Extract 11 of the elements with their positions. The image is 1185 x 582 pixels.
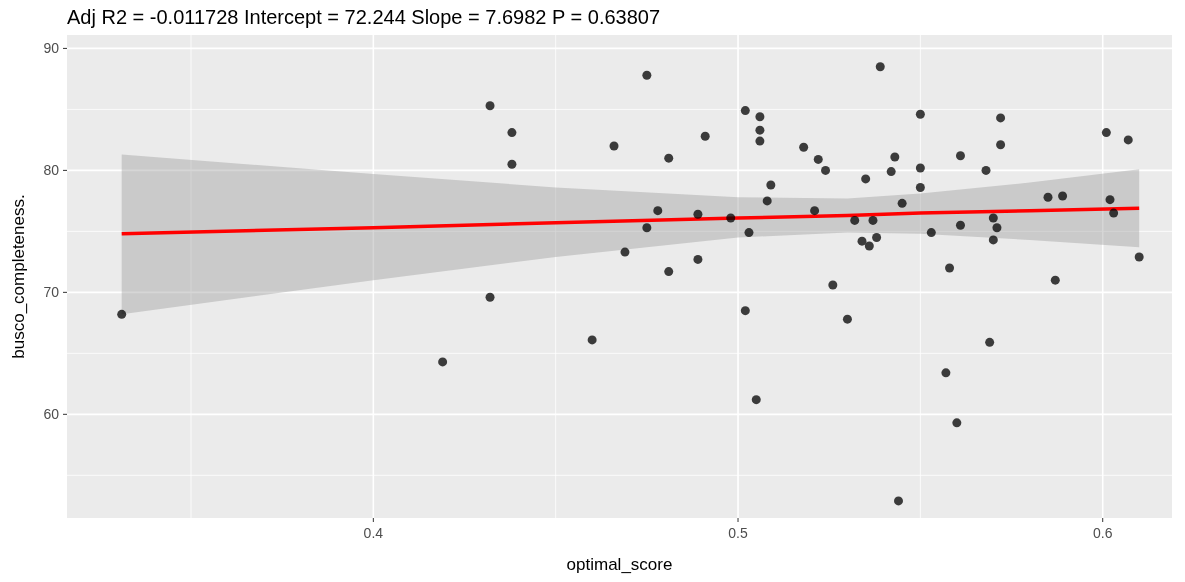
line-series bbox=[119, 206, 1141, 236]
y-tick-label: 90 bbox=[43, 40, 60, 57]
y-tick-label: 70 bbox=[43, 284, 60, 301]
x-axis-title: optimal_score bbox=[566, 555, 673, 574]
x-tick-label: 0.4 bbox=[363, 525, 384, 541]
x-tick-label: 0.6 bbox=[1092, 525, 1113, 541]
chart-title: Adj R2 = -0.011728 Intercept = 72.244 Slope = 7.6982 P = 0.63807 bbox=[67, 6, 661, 28]
y-tick-label: 60 bbox=[43, 406, 60, 423]
x-tick-label: 0.5 bbox=[728, 525, 748, 541]
y-tick-label: 80 bbox=[43, 162, 60, 179]
y-axis-title: busco_completeness. bbox=[9, 194, 28, 359]
